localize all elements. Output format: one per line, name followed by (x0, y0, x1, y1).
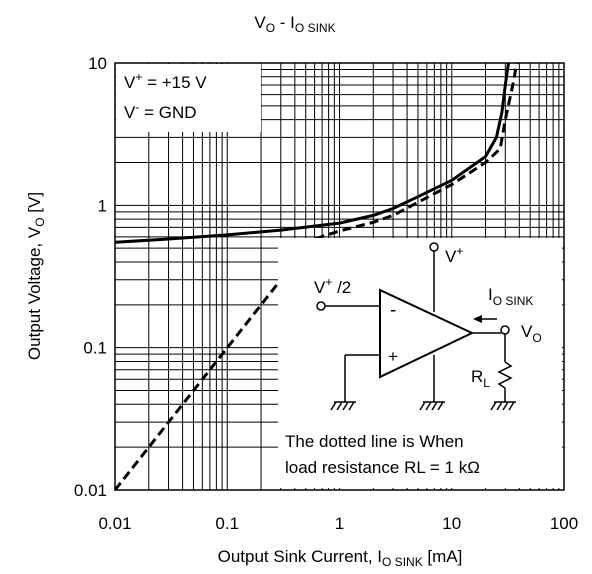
plot-frame (114, 62, 565, 491)
tick-labels: 0.01 0.1 1 10 100 0.01 0.1 1 10 (74, 54, 578, 533)
y-tick-label: 1 (98, 196, 107, 215)
series-group (113, 62, 519, 491)
circuit-inset: V+ V+ /2 - + VO IO SINK (278, 238, 562, 488)
conditions-box: V+ = +15 V V- = GND (116, 64, 261, 132)
resistor-icon (497, 361, 513, 389)
x-tick-label: 100 (550, 514, 578, 533)
y-tick-label: 0.01 (74, 481, 107, 500)
opamp-symbol (379, 288, 475, 379)
x-tick-label: 0.1 (215, 514, 239, 533)
vo-terminal (500, 325, 510, 335)
minus-sign: - (390, 300, 396, 321)
chart-title: VO - IO SINK (254, 13, 335, 35)
vin-terminal (316, 301, 326, 311)
arrow-left-icon (473, 315, 482, 323)
condition-vminus: V- = GND (124, 100, 197, 122)
vo-label: VO (521, 322, 542, 345)
vplus-label: V+ (445, 244, 463, 266)
y-tick-label: 10 (88, 54, 107, 73)
rl-label: RL (471, 367, 490, 390)
y-tick-label: 0.1 (83, 339, 107, 358)
annotation-line-2: load resistance RL = 1 kΩ (285, 458, 480, 477)
vin-label: V+ /2 (314, 275, 351, 297)
x-tick-label: 1 (335, 514, 344, 533)
y-axis-label: Output Voltage, VO [V] (25, 192, 47, 360)
x-axis-label: Output Sink Current, IO SINK [mA] (218, 547, 463, 569)
vplus-terminal (429, 242, 439, 252)
x-tick-label: 10 (442, 514, 461, 533)
ground-icon (419, 401, 445, 411)
plus-sign: + (388, 347, 398, 366)
ground-icon (490, 401, 516, 411)
ground-icon (330, 401, 356, 411)
series-line-solid (114, 62, 510, 244)
series-line-dashed (113, 62, 519, 491)
x-tick-label: 0.01 (98, 514, 131, 533)
annotation-line-1: The dotted line is When (285, 432, 464, 451)
isink-label: IO SINK (488, 285, 533, 308)
condition-vplus: V+ = +15 V (124, 70, 207, 92)
